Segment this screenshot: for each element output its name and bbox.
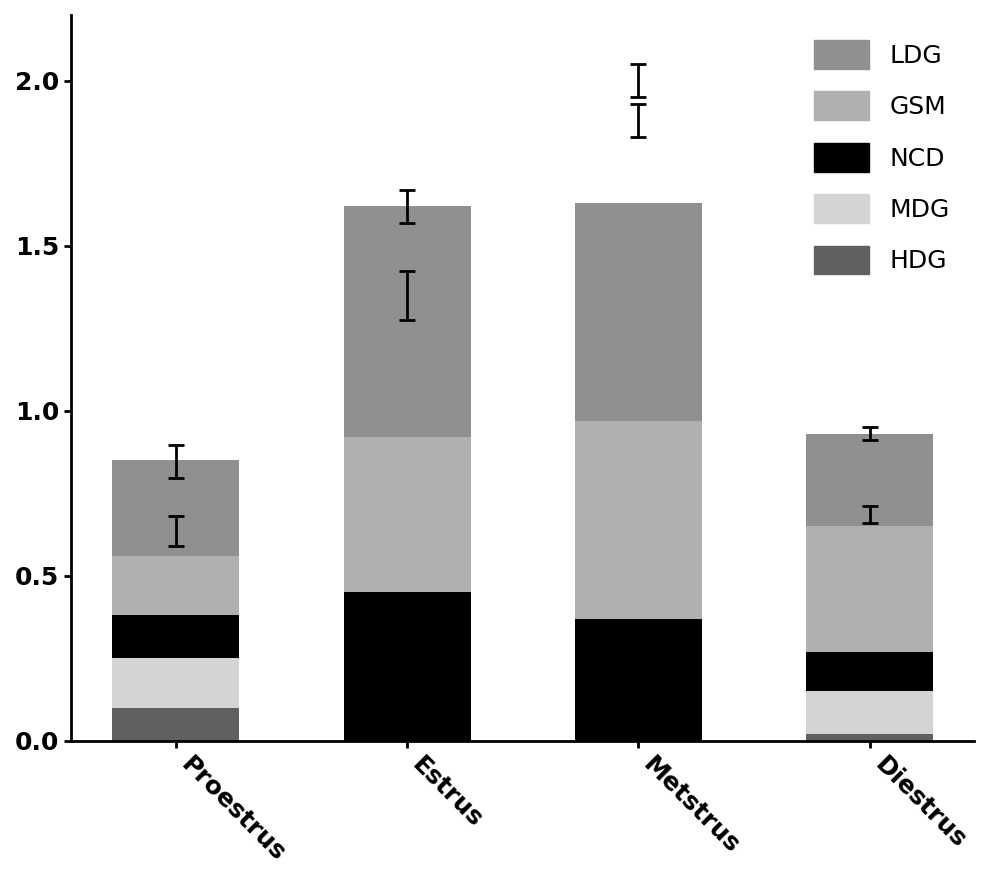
Bar xyxy=(806,526,933,652)
Bar xyxy=(344,592,471,741)
Bar xyxy=(112,556,239,615)
Bar xyxy=(575,203,702,421)
Bar xyxy=(806,734,933,741)
Bar xyxy=(575,618,702,741)
Bar xyxy=(806,691,933,734)
Bar xyxy=(344,437,471,592)
Bar xyxy=(112,707,239,741)
Bar xyxy=(344,206,471,437)
Bar xyxy=(112,615,239,658)
Legend: LDG, GSM, NCD, MDG, HDG: LDG, GSM, NCD, MDG, HDG xyxy=(802,27,962,287)
Bar xyxy=(806,652,933,691)
Bar xyxy=(575,421,702,618)
Bar xyxy=(112,460,239,556)
Bar xyxy=(806,433,933,526)
Bar xyxy=(112,658,239,707)
